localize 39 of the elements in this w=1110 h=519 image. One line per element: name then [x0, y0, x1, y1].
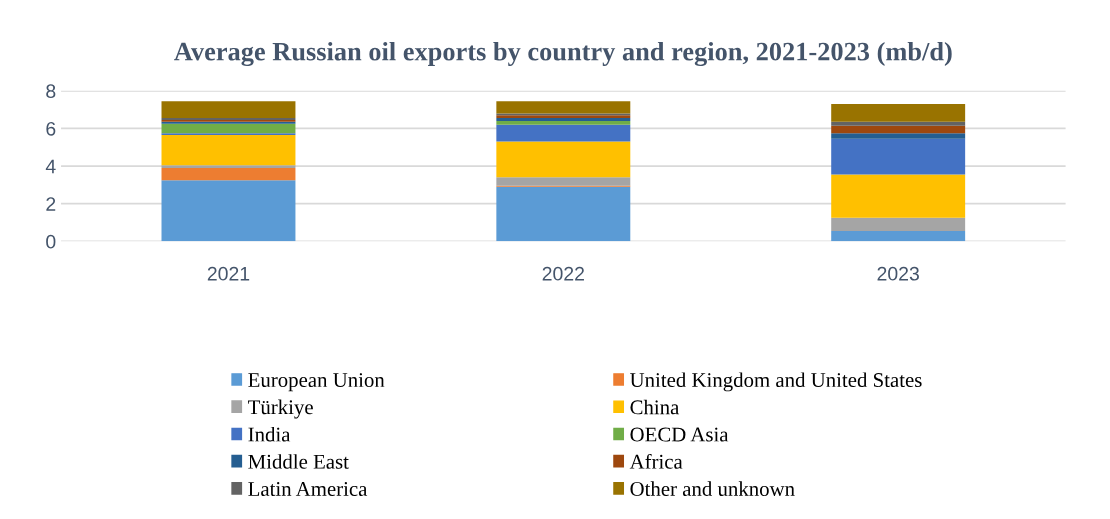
- legend-label: India: [248, 426, 291, 442]
- y-tick-label: 0: [46, 234, 56, 249]
- x-tick-label: 2021: [207, 266, 250, 281]
- x-tick-label: 2023: [877, 266, 919, 281]
- x-tick-label: 2022: [542, 266, 584, 281]
- bar: [496, 120, 631, 125]
- bar: [496, 141, 631, 178]
- bar: [161, 165, 296, 168]
- bar: [831, 138, 966, 175]
- bar: [161, 167, 296, 181]
- legend-label: Africa: [629, 453, 683, 469]
- bar: [161, 180, 296, 242]
- legend-label: OECD Asia: [630, 427, 729, 442]
- chart-title: Average Russian oil exports by country and region, 2021-2023 (mb/d): [174, 41, 952, 67]
- legend-label: China: [630, 399, 680, 415]
- y-tick-label: 8: [46, 84, 56, 99]
- bar: [161, 101, 296, 119]
- legend-label: Middle East: [248, 454, 349, 469]
- bar: [496, 186, 631, 242]
- legend-label: Other and unknown: [630, 481, 795, 497]
- legend-label: European Union: [248, 373, 385, 392]
- bar: [831, 174, 966, 218]
- bar: [496, 177, 631, 186]
- bar: [831, 217, 966, 231]
- bar: [831, 121, 966, 126]
- legend-label: Latin America: [248, 482, 368, 497]
- bar: [161, 135, 296, 166]
- bar: [496, 124, 631, 142]
- bar: [831, 103, 966, 122]
- legend-label: United Kingdom and United States: [630, 372, 922, 392]
- y-tick-label: 6: [46, 121, 56, 136]
- y-tick-label: 4: [45, 159, 56, 174]
- bar: [831, 133, 966, 139]
- bar: [496, 101, 631, 114]
- legend-label: Türkiye: [248, 399, 313, 419]
- bar: [161, 123, 296, 134]
- bar: [831, 230, 966, 242]
- y-tick-label: 2: [46, 197, 56, 211]
- bar: [831, 125, 966, 134]
